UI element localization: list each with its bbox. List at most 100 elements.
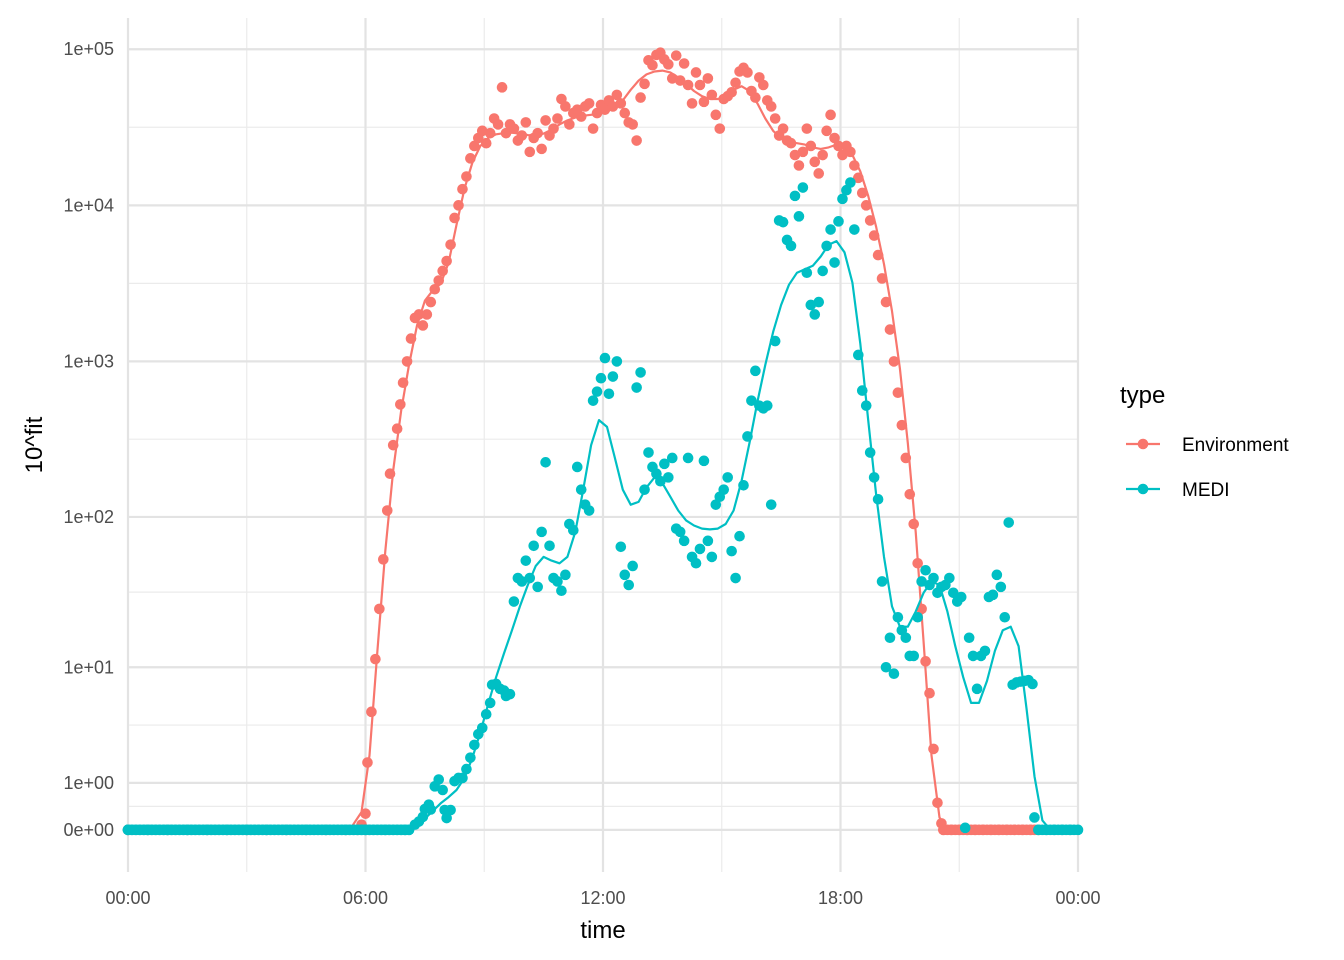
data-point [469,140,480,152]
y-tick-label: 0e+00 [63,820,114,840]
data-point [587,123,599,134]
data-point [395,399,406,410]
legend-label: MEDI [1182,480,1230,501]
fit-line [128,69,1078,831]
data-point [536,526,547,538]
data-point [560,101,571,112]
data-point [955,591,967,603]
data-point [758,79,769,91]
data-point [916,576,927,587]
data-point [682,452,694,464]
y-axis-tick-labels: 0e+00 1e+00 1e+01 1e+02 1e+03 1e+04 1e+05 [63,39,114,840]
series-medi-baseline [122,824,1080,836]
y-axis-title: 10^fit [21,416,48,473]
data-point [492,119,504,130]
data-point [615,541,627,553]
data-point [627,560,638,572]
data-point [635,92,646,103]
data-point [813,168,825,179]
series-environment [122,47,1078,836]
data-point [437,784,448,796]
data-point [888,356,900,367]
data-point [908,518,920,530]
data-point [813,296,825,308]
data-point [678,58,690,69]
data-point [908,650,920,662]
data-point [959,822,971,834]
data-point [480,137,492,149]
data-point [552,576,563,587]
data-point [817,149,828,161]
data-point [991,569,1003,581]
data-point [556,585,567,597]
data-point [631,382,642,393]
data-point [801,123,813,134]
data-point [785,240,797,252]
data-point [1003,517,1015,528]
data-point [417,811,429,823]
data-point [508,596,520,607]
data-point [789,190,801,202]
data-point [599,352,611,364]
data-point [591,386,603,397]
data-point [765,101,777,112]
data-point [849,224,860,235]
data-point [817,265,828,277]
x-axis-tick-labels: 00:00 06:00 12:00 18:00 00:00 [105,888,1100,908]
legend-key-point [1137,438,1149,450]
data-point [920,564,931,576]
x-tick-label: 00:00 [105,888,150,908]
data-point [999,611,1011,623]
data-point [674,526,686,538]
data-point [540,457,551,468]
data-point [979,645,991,657]
x-tick-label: 00:00 [1055,888,1100,908]
data-point [726,545,737,557]
data-point [892,387,904,398]
y-tick-label: 1e+04 [63,195,114,215]
data-point [403,824,415,836]
data-point [880,661,892,673]
data-point [378,554,389,565]
data-point [845,177,856,188]
data-point [888,668,900,680]
data-point [825,109,836,121]
data-point [516,576,528,587]
data-point [884,324,896,335]
data-point [532,581,543,593]
data-point [694,79,706,91]
data-point [643,447,654,458]
x-axis-title: time [580,917,625,944]
data-point [900,632,912,644]
data-point [524,146,536,158]
legend: type Environment MEDI [1120,382,1289,501]
data-point [702,73,714,84]
data-point [750,365,761,377]
data-point [1068,824,1080,836]
data-point [710,109,722,121]
data-point [623,579,635,591]
data-point [948,587,959,599]
data-point [896,419,908,431]
data-point [627,119,638,130]
data-point [742,67,753,78]
data-point [603,388,615,400]
data-point [698,96,710,108]
data-point [825,224,836,235]
data-point [619,569,631,581]
data-point [544,540,555,552]
data-point [797,146,809,158]
data-point [884,632,896,644]
data-point [876,576,888,587]
data-point [967,650,979,662]
data-point [769,113,781,124]
data-point [635,367,646,378]
y-tick-label: 1e+00 [63,773,114,793]
data-point [829,132,840,144]
data-point [1027,678,1038,690]
legend-item-medi: MEDI [1126,480,1230,501]
data-point [670,50,682,61]
data-point [837,193,848,205]
data-point [829,257,840,268]
